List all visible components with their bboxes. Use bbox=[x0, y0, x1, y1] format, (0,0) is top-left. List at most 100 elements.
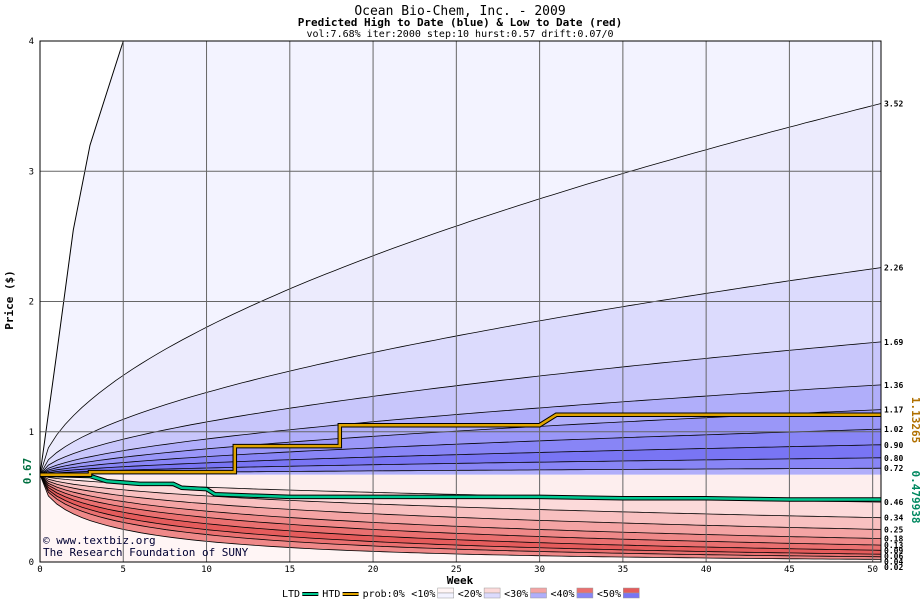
right-label-high-1: 2.26 bbox=[884, 264, 903, 273]
band-high-3 bbox=[40, 384, 881, 475]
right-label-high-2: 1.69 bbox=[884, 338, 903, 347]
right-label-high-6: 0.90 bbox=[884, 441, 903, 450]
contour-lines bbox=[39, 40, 882, 560]
legend-label-6: <40% bbox=[551, 589, 575, 600]
legend-swatch-low-7 bbox=[623, 587, 640, 594]
y-axis-label: Price ($) bbox=[3, 270, 16, 330]
legend-swatch-low-4 bbox=[483, 587, 501, 594]
htd-line bbox=[40, 413, 881, 476]
legend-swatch-low-5 bbox=[530, 587, 547, 594]
x-tick-25: 25 bbox=[451, 565, 462, 575]
x-tick-5: 5 bbox=[121, 565, 126, 575]
contour-low-3 bbox=[39, 474, 882, 539]
right-label-high-0: 3.52 bbox=[884, 100, 903, 109]
right-label-high-7: 0.80 bbox=[884, 454, 903, 463]
right-label-low-4: 0.13 bbox=[884, 541, 903, 550]
x-tick-40: 40 bbox=[701, 565, 712, 575]
band-high-outer bbox=[40, 41, 881, 475]
legend-swatch-high-6 bbox=[576, 592, 594, 599]
y-tick-2: 2 bbox=[29, 298, 34, 308]
contour-low-4 bbox=[39, 474, 882, 546]
band-high-0 bbox=[40, 103, 881, 475]
x-tick-20: 20 bbox=[368, 565, 379, 575]
legend-label-7: <50% bbox=[597, 589, 621, 600]
right-label-high-5: 1.02 bbox=[884, 425, 903, 434]
band-low-7 bbox=[40, 474, 881, 557]
contour-high-6 bbox=[39, 444, 882, 476]
right-label-high-3: 1.36 bbox=[884, 381, 903, 390]
contour-low-6 bbox=[39, 474, 882, 555]
band-high-4 bbox=[40, 409, 881, 475]
band-low-outer bbox=[40, 474, 881, 562]
right-label-high-4: 1.17 bbox=[884, 406, 903, 415]
legend-label-0: LTD bbox=[282, 589, 300, 600]
x-tick-50: 50 bbox=[867, 565, 878, 575]
chart-title: Ocean Bio-Chem, Inc. - 2009 bbox=[354, 4, 565, 19]
x-tick-35: 35 bbox=[617, 565, 628, 575]
contour-low-1 bbox=[39, 474, 882, 519]
current-ltd-value: 0.479938 bbox=[909, 471, 920, 524]
plot-area bbox=[39, 40, 882, 563]
contour-low-2 bbox=[39, 474, 882, 530]
right-label-low-8: 0.02 bbox=[884, 563, 903, 572]
credit-line-1: © www.textbiz.org bbox=[43, 534, 156, 547]
right-value-labels: 3.52 2.26 1.69 1.36 1.17 1.02 0.90 0.800.72 0.46… bbox=[884, 100, 903, 573]
right-label-low-3: 0.18 bbox=[884, 535, 903, 544]
band-low-2 bbox=[40, 474, 881, 530]
right-label-low-6: 0.06 bbox=[884, 552, 903, 561]
contour-low-7 bbox=[39, 474, 882, 558]
y-tick-1: 1 bbox=[29, 428, 34, 438]
legend: LTD HTD prob:0% <10% <20% <30% <40% <50% bbox=[282, 587, 640, 600]
y-axis-ticks: 0 1 2 3 4 bbox=[29, 37, 34, 568]
start-price-label: 0.67 bbox=[21, 458, 34, 485]
contour-high-5 bbox=[39, 428, 882, 476]
credit-line-2: The Research Foundation of SUNY bbox=[43, 546, 249, 559]
right-label-high-8: 0.72 bbox=[884, 464, 903, 473]
ltd-line bbox=[39, 473, 881, 501]
band-low-0 bbox=[40, 474, 881, 503]
legend-swatch-high-3 bbox=[437, 592, 454, 599]
contour-high-0 bbox=[39, 103, 882, 475]
y-tick-3: 3 bbox=[29, 167, 34, 177]
legend-label-1: HTD bbox=[322, 589, 340, 600]
contour-high-7 bbox=[39, 457, 882, 476]
band-low-3 bbox=[40, 474, 881, 539]
band-low-5 bbox=[40, 474, 881, 551]
legend-swatch-low-6 bbox=[576, 587, 594, 594]
current-htd-value: 1.13265 bbox=[909, 397, 920, 443]
legend-label-4: <20% bbox=[458, 589, 482, 600]
chart-subtitle: Predicted High to Date (blue) & Low to D… bbox=[298, 16, 623, 29]
contour-low-5 bbox=[39, 474, 882, 551]
band-low-4 bbox=[40, 474, 881, 546]
legend-label-3: <10% bbox=[411, 589, 435, 600]
legend-label-5: <30% bbox=[504, 589, 528, 600]
band-high-7 bbox=[40, 457, 881, 475]
legend-swatch-high-4 bbox=[483, 592, 501, 599]
band-high-1 bbox=[40, 267, 881, 475]
chart-params: vol:7.68% iter:2000 step:10 hurst:0.57 d… bbox=[306, 29, 613, 40]
band-high-5 bbox=[40, 429, 881, 475]
x-tick-15: 15 bbox=[284, 565, 295, 575]
right-label-low-1: 0.34 bbox=[884, 514, 903, 523]
y-tick-0: 0 bbox=[29, 558, 34, 568]
x-axis-ticks: 0 5 10 15 20 25 30 35 40 45 50 bbox=[37, 565, 878, 575]
band-high-8 bbox=[40, 468, 881, 475]
x-tick-45: 45 bbox=[784, 565, 795, 575]
legend-swatch-low-3 bbox=[437, 587, 454, 594]
x-tick-0: 0 bbox=[37, 565, 42, 575]
x-axis-label: Week bbox=[447, 574, 474, 587]
x-tick-10: 10 bbox=[201, 565, 212, 575]
legend-swatch-high-5 bbox=[530, 592, 547, 599]
y-tick-4: 4 bbox=[29, 37, 34, 47]
right-label-low-0: 0.46 bbox=[884, 498, 903, 507]
band-high-2 bbox=[40, 341, 881, 475]
right-label-low-7: 0.04 bbox=[884, 558, 903, 567]
legend-label-2: prob:0% bbox=[363, 589, 405, 600]
contour-high-2 bbox=[39, 341, 882, 475]
right-label-low-5: 0.09 bbox=[884, 547, 903, 556]
contour-high-3 bbox=[39, 384, 882, 476]
legend-swatch-high-7 bbox=[623, 592, 640, 599]
contour-high-extreme bbox=[39, 40, 124, 475]
band-high-6 bbox=[40, 444, 881, 475]
